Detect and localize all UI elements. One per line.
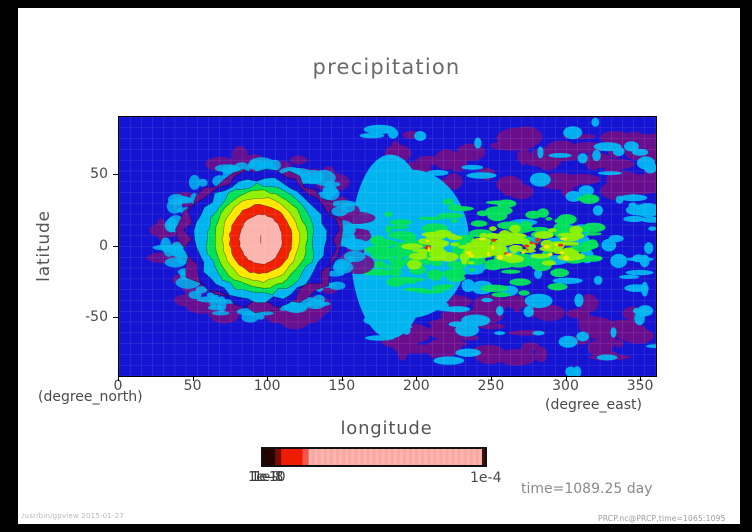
x-tick-label: 100 [253, 378, 281, 394]
colorbar-gradient [261, 447, 487, 467]
x-axis-unit-label: (degree_east) [545, 397, 642, 413]
x-tick-mark [640, 376, 642, 381]
x-tick-label: 350 [626, 378, 654, 394]
footer-command: /usr/bin/gpview 2015-01-27 [22, 512, 124, 520]
x-tick-mark [565, 376, 567, 381]
x-tick-label: 250 [477, 378, 505, 394]
x-tick-mark [490, 376, 492, 381]
x-tick-label: 150 [328, 378, 356, 394]
y-tick-label: -50 [85, 309, 108, 326]
colorbar-min-label: 1e-9 [251, 470, 281, 485]
precipitation-field [119, 117, 656, 376]
x-tick-label: 300 [552, 378, 579, 394]
border-band-bottom [0, 524, 752, 532]
contour-plot [118, 116, 657, 377]
x-tick-label: 0 [113, 378, 123, 394]
page-title: precipitation [312, 55, 461, 79]
colorbar-swatches [263, 449, 485, 465]
x-axis-label: longitude [340, 418, 433, 439]
x-tick-mark [118, 376, 119, 381]
footer-source: PRCP.nc@PRCP,time=1065:1095 [598, 514, 726, 523]
y-tick-label: 0 [99, 237, 108, 254]
y-tick-mark [113, 317, 118, 319]
colorbar [261, 447, 487, 467]
colorbar-min-label: 1e-8 [254, 470, 284, 485]
colorbar-max-label: 1e-4 [470, 470, 502, 486]
x-tick-mark [267, 376, 269, 381]
border-band-right [740, 0, 752, 532]
x-tick-label: 50 [183, 378, 202, 394]
y-tick-mark [113, 173, 118, 175]
x-tick-mark [192, 376, 194, 381]
colorbar-min-label: 1e-10 [248, 470, 286, 485]
time-annotation: time=1089.25 day [521, 481, 653, 497]
x-tick-mark [341, 376, 343, 381]
x-tick-mark [416, 376, 418, 381]
y-tick-mark [113, 245, 118, 247]
y-axis-unit-label: (degree_north) [38, 389, 143, 405]
y-axis-label: latitude [34, 210, 54, 282]
colorbar-min-labels: 1e-10 1e-9 1e-8 [248, 470, 328, 486]
border-band-top [0, 0, 752, 8]
border-band-left [0, 0, 18, 532]
y-tick-label: 50 [90, 165, 108, 182]
x-tick-label: 200 [402, 378, 430, 394]
